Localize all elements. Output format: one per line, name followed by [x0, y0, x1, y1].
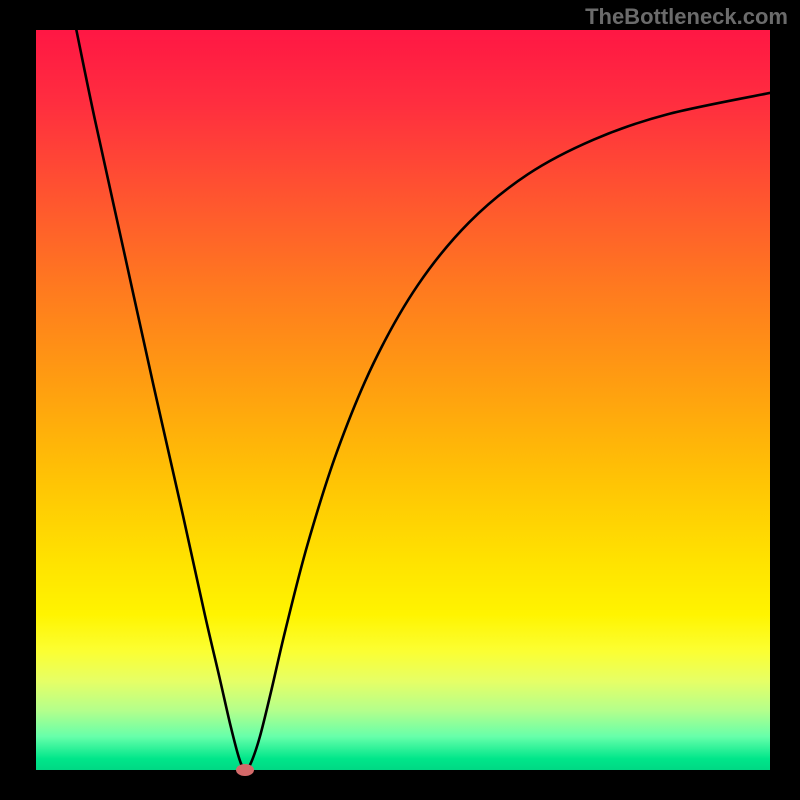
- curve-layer: [36, 30, 770, 770]
- bottleneck-curve: [76, 30, 770, 770]
- plot-area: [36, 30, 770, 770]
- watermark-text: TheBottleneck.com: [585, 4, 788, 30]
- minimum-marker: [236, 764, 254, 776]
